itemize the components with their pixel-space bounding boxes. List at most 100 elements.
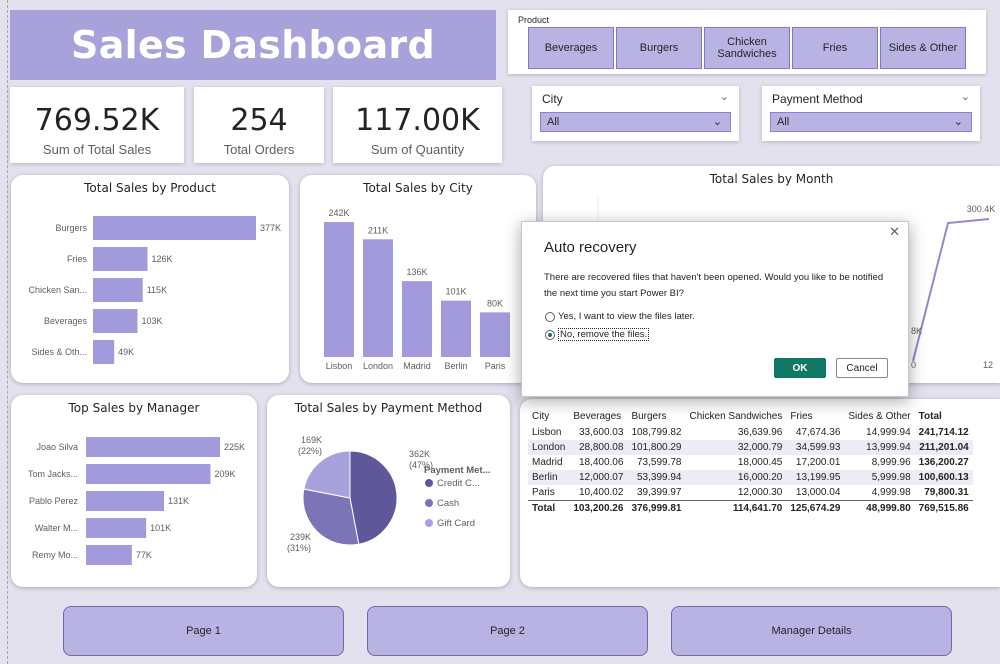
nav-page-1-button[interactable]: Page 1 xyxy=(63,606,344,656)
legend-label: Gift Card xyxy=(437,518,475,529)
dialog-message: There are recovered files that haven't b… xyxy=(544,272,884,299)
dashboard-title-banner: Sales Dashboard xyxy=(10,10,496,80)
product-option-burgers[interactable]: Burgers xyxy=(616,27,702,69)
data-label: 169K xyxy=(301,435,322,445)
table-cell: 33,600.03 xyxy=(578,427,624,438)
product-sales-chart[interactable]: Total Sales by Product Burgers 377K Fries 1… xyxy=(11,175,289,383)
table-cell: 108,799.82 xyxy=(631,427,682,438)
city-slicer-title: City xyxy=(542,92,563,106)
table-cell: 10,400.02 xyxy=(578,487,624,498)
kpi-total-sales[interactable]: 769.52K Sum of Total Sales xyxy=(10,87,184,163)
bar xyxy=(93,247,148,271)
table-cell: 47,674.36 xyxy=(795,427,841,438)
column-header[interactable]: Total xyxy=(918,410,942,422)
payment-pie-svg: 362K(47%) 239K(31%) 169K(22%) Payment Met..… xyxy=(287,435,491,553)
data-label: 209K xyxy=(214,469,235,479)
column-header[interactable]: Sides & Other xyxy=(848,410,911,422)
chevron-down-icon[interactable]: ⌄ xyxy=(719,90,729,103)
data-label: 211K xyxy=(368,225,388,235)
option-no[interactable]: No, remove the files. xyxy=(545,328,650,341)
category-label: Sides & Oth... xyxy=(31,347,87,357)
option-yes[interactable]: Yes, I want to view the files later. xyxy=(545,311,695,322)
table-cell: 8,999.96 xyxy=(871,457,911,468)
table-row: Madrid 18,400.06 73,599.78 18,000.45 17,200.… xyxy=(528,455,973,470)
column-header[interactable]: Burgers xyxy=(631,410,667,422)
table-cell: 136,200.27 xyxy=(918,457,969,468)
table-cell: 36,639.96 xyxy=(737,427,783,438)
pie-slice xyxy=(349,450,398,545)
data-label: (47%) xyxy=(409,460,433,470)
city-dropdown[interactable]: All ⌄ xyxy=(540,112,731,132)
table-cell: 14,999.94 xyxy=(866,427,911,438)
radio-unselected[interactable] xyxy=(545,311,555,322)
payment-dropdown[interactable]: All ⌄ xyxy=(770,112,972,132)
legend-marker xyxy=(425,499,433,507)
nav-manager-details-button[interactable]: Manager Details xyxy=(671,606,952,656)
kpi-label: Sum of Total Sales xyxy=(42,142,152,157)
legend-marker xyxy=(425,479,433,487)
payment-sales-chart[interactable]: Total Sales by Payment Method 362K (47%) 2… xyxy=(267,395,510,587)
data-label: 101K xyxy=(150,523,171,533)
table-cell: 13,000.04 xyxy=(795,487,841,498)
manager-sales-chart[interactable]: Top Sales by Manager Joao Silva 225K Tom J… xyxy=(11,395,257,587)
column-header[interactable]: Chicken Sandwiches xyxy=(689,410,783,422)
product-option-fries[interactable]: Fries xyxy=(792,27,878,69)
table-cell: Paris xyxy=(532,487,555,498)
column-header[interactable]: Fries xyxy=(790,410,813,422)
legend-title: Payment Met... xyxy=(424,465,491,476)
data-label: 242K xyxy=(328,208,349,218)
radio-selected[interactable] xyxy=(545,329,555,340)
category-label: Madrid xyxy=(403,361,431,371)
data-label: 362K xyxy=(409,449,430,459)
table-cell: 17,200.01 xyxy=(795,457,841,468)
close-icon[interactable]: ✕ xyxy=(889,225,900,240)
category-label: Pablo Perez xyxy=(29,496,79,506)
table-cell: 12,000.30 xyxy=(737,487,783,498)
product-option-sides-other[interactable]: Sides & Other xyxy=(880,27,966,69)
bar xyxy=(86,437,220,457)
chart-title: Top Sales by Manager xyxy=(68,401,200,415)
product-slicer-title: Product xyxy=(518,15,550,25)
table-cell: 100,600.13 xyxy=(914,470,973,485)
data-label: 80K xyxy=(487,298,503,308)
ok-button[interactable]: OK xyxy=(774,358,826,378)
sales-matrix[interactable]: City Beverages Burgers Chicken Sandwiches Fr… xyxy=(520,399,1000,587)
product-bar-svg: Burgers 377K Fries 126K Chicken San... 115K Be… xyxy=(28,216,281,364)
nav-page-2-button[interactable]: Page 2 xyxy=(367,606,648,656)
table-cell: 48,999.80 xyxy=(844,500,915,516)
pie-slice xyxy=(303,450,351,499)
kpi-total-orders[interactable]: 254 Total Orders xyxy=(194,87,324,163)
table-cell: 16,000.20 xyxy=(685,470,787,485)
data-label: 126K xyxy=(151,254,172,264)
product-option-beverages[interactable]: Beverages xyxy=(528,27,614,69)
data-label: (31%) xyxy=(287,543,311,553)
kpi-label: Total Orders xyxy=(223,142,295,157)
table-cell: 28,800.08 xyxy=(569,440,628,455)
bar xyxy=(324,222,354,357)
data-label: 77K xyxy=(136,550,152,560)
data-label: 239K xyxy=(290,532,311,542)
column-header[interactable]: City xyxy=(532,410,550,422)
manager-bar-svg: Joao Silva 225K Tom Jacks... 209K Pablo Pere… xyxy=(28,437,245,565)
city-dropdown-value: All xyxy=(547,116,560,128)
chevron-down-icon[interactable]: ⌄ xyxy=(960,90,970,103)
chart-title: Total Sales by City xyxy=(363,181,473,195)
dialog-title: Auto recovery xyxy=(544,239,637,256)
bar xyxy=(86,545,132,565)
cancel-button[interactable]: Cancel xyxy=(836,358,888,378)
table-cell: 211,201.04 xyxy=(914,440,973,455)
data-label: 300.4K xyxy=(967,204,996,214)
product-option-chicken-sandwiches[interactable]: Chicken Sandwiches xyxy=(704,27,790,69)
bar xyxy=(93,216,256,240)
table-cell: 769,515.86 xyxy=(914,500,973,516)
table-cell: 12,000.07 xyxy=(569,470,628,485)
column-header[interactable]: Beverages xyxy=(573,410,622,422)
payment-method-slicer: Payment Method ⌄ All ⌄ xyxy=(762,86,980,141)
series-line xyxy=(912,218,990,362)
table-cell: 241,714.12 xyxy=(918,427,969,438)
kpi-value: 769.52K xyxy=(34,103,160,138)
table-cell: Total xyxy=(528,500,570,516)
table-row: Lisbon 33,600.03 108,799.82 36,639.96 47,674… xyxy=(528,425,973,440)
kpi-total-quantity[interactable]: 117.00K Sum of Quantity xyxy=(333,87,502,163)
city-sales-chart[interactable]: Total Sales by City 242K Lisbon 211K London… xyxy=(300,175,536,383)
